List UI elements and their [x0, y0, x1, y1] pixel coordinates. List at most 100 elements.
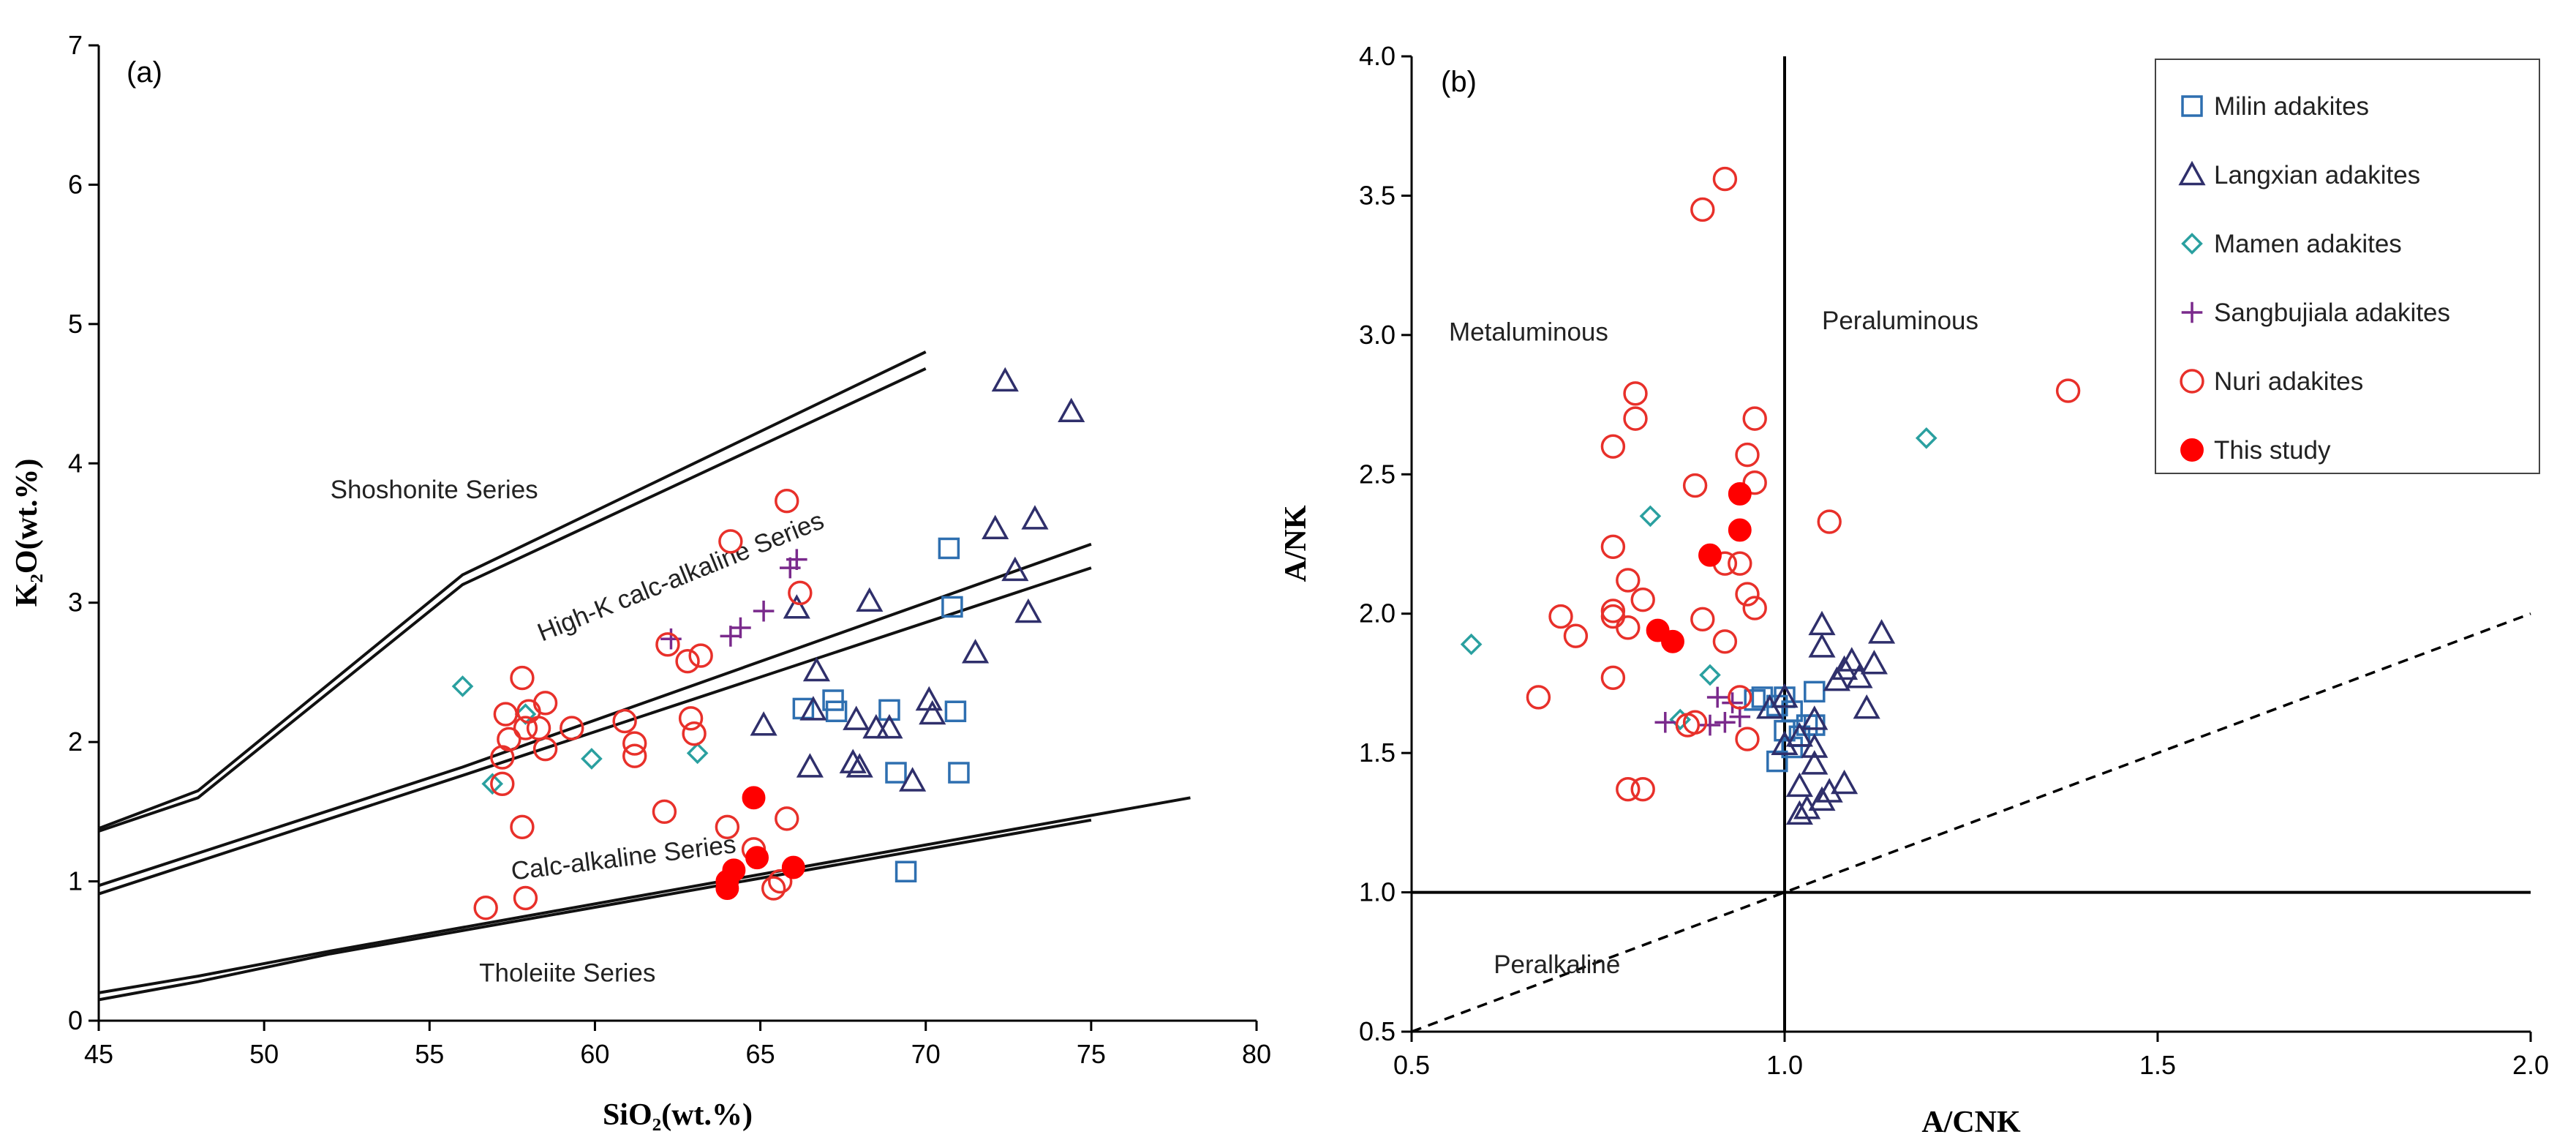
data-point	[961, 639, 990, 664]
data-point	[1616, 615, 1641, 640]
data-point	[1698, 543, 1722, 567]
data-point	[1600, 665, 1626, 691]
legend-marker	[2178, 160, 2206, 186]
y-tick-label: 2.5	[1359, 459, 1396, 489]
data-point	[532, 691, 558, 716]
data-point	[802, 656, 831, 682]
data-point	[1661, 629, 1684, 653]
x-tick-label: 45	[84, 1039, 113, 1069]
data-point	[1728, 481, 1752, 506]
data-point	[1630, 776, 1655, 802]
data-point	[652, 799, 677, 825]
series-sangbujiala-adakites	[660, 549, 807, 650]
legend-marker	[2181, 233, 2203, 255]
y-axis-label: K₂O(wt.%)	[10, 459, 44, 607]
data-point	[1699, 714, 1721, 736]
x-axis-label: A/CNK	[1921, 1106, 2021, 1139]
series-this-study	[1646, 481, 1752, 653]
data-point	[878, 699, 900, 721]
data-point	[718, 529, 743, 554]
data-point	[1831, 769, 1858, 795]
data-point	[451, 675, 474, 697]
data-point	[843, 705, 870, 730]
data-point	[622, 731, 647, 756]
series-langxian-adakites	[750, 367, 1085, 792]
data-point	[799, 696, 827, 721]
series-annotation: Metaluminous	[1449, 318, 1608, 346]
data-point	[885, 762, 907, 784]
data-point	[1460, 633, 1483, 656]
data-point	[1860, 650, 1888, 675]
series-annotation: High-K calc-alkaline Series	[533, 506, 827, 648]
data-point	[1712, 629, 1738, 654]
data-point	[1014, 598, 1042, 623]
data-point	[745, 846, 769, 870]
data-point	[581, 748, 603, 770]
legend-entry: Nuri adakites	[2214, 367, 2363, 396]
data-point	[1548, 604, 1573, 629]
data-point	[1801, 750, 1829, 775]
data-point	[750, 711, 777, 736]
legend-entry: Langxian adakites	[2214, 161, 2420, 190]
data-point	[678, 706, 704, 731]
series-sangbujiala-adakites	[1654, 686, 1751, 736]
data-point	[510, 665, 535, 691]
data-point	[1001, 556, 1029, 582]
data-point	[1735, 727, 1760, 751]
peralkaline-dashed-line	[1411, 612, 2531, 1033]
data-point	[846, 753, 873, 778]
data-point	[822, 689, 844, 711]
data-point	[1817, 509, 1842, 534]
y-tick-label: 6	[68, 169, 83, 199]
data-point	[899, 767, 927, 792]
data-point	[788, 580, 813, 606]
x-tick-label: 65	[746, 1039, 775, 1069]
data-point	[1623, 381, 1648, 406]
data-point	[796, 753, 824, 778]
panel-b-chart: 0.5 1.0 1.5 2.0 0.5 1.0 1.5 2.0 2.5 3.0 3.5 4.0 A/CN…	[1279, 41, 2549, 1139]
data-point	[1616, 776, 1641, 802]
data-point	[1804, 680, 1826, 703]
data-point	[1774, 719, 1796, 742]
data-point	[715, 814, 740, 840]
series-annotation: Peralkaline	[1494, 950, 1620, 979]
data-point	[753, 600, 775, 622]
series-mamen-adakites	[1460, 427, 1937, 731]
data-point	[720, 626, 742, 647]
data-point	[775, 806, 799, 831]
data-point	[895, 860, 917, 882]
series-nuri-adakites	[473, 489, 813, 920]
data-point	[513, 885, 538, 911]
data-point	[1756, 694, 1784, 719]
x-tick-label: 2.0	[2512, 1050, 2549, 1080]
series-boundary-line	[98, 367, 927, 833]
legend-marker	[2180, 369, 2204, 394]
data-point	[783, 594, 810, 619]
data-point	[919, 699, 946, 725]
data-point	[941, 596, 963, 618]
y-tick-label: 2	[68, 727, 83, 757]
data-point	[2055, 378, 2081, 403]
legend-entry: This study	[2214, 436, 2331, 465]
data-point	[1623, 406, 1648, 431]
data-point	[493, 702, 519, 727]
series-boundary-line	[98, 350, 927, 830]
data-point	[1823, 666, 1850, 691]
data-point	[1722, 692, 1743, 713]
data-point	[1021, 505, 1049, 530]
data-point	[1600, 534, 1626, 560]
data-point	[1742, 596, 1767, 620]
data-point	[1766, 750, 1788, 773]
data-point	[1808, 633, 1836, 658]
series-boundary-line	[98, 566, 1092, 896]
y-axis-label: A/NK	[1279, 505, 1313, 582]
x-tick-label: 70	[911, 1039, 941, 1069]
y-tick-label: 0.5	[1359, 1016, 1396, 1046]
series-milin-adakites	[792, 537, 970, 882]
data-point	[781, 855, 805, 879]
y-tick-label: 7	[68, 30, 83, 60]
data-point	[1616, 568, 1641, 593]
y-tick-label: 4	[68, 448, 83, 478]
legend-marker	[2181, 301, 2203, 323]
